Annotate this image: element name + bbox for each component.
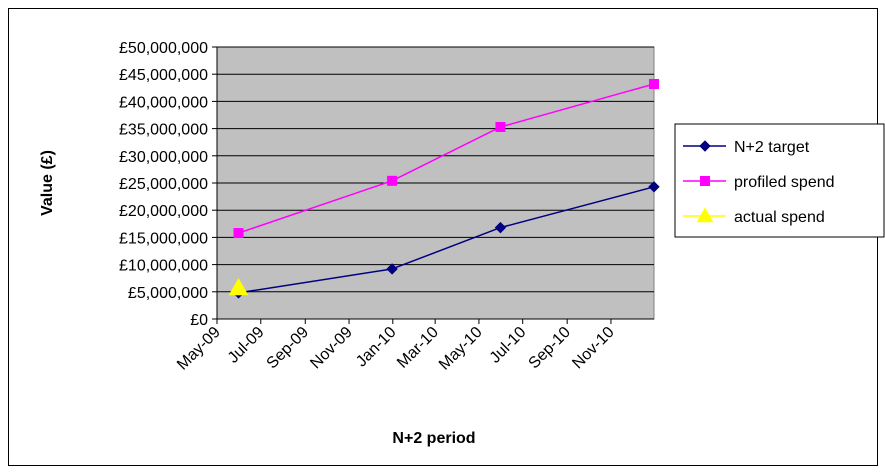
series-line	[238, 83, 655, 234]
x-tick-label: Jul-09	[225, 324, 268, 367]
x-axis-title: N+2 period	[392, 430, 475, 447]
y-tick-label: £30,000,000	[119, 149, 208, 166]
legend-label: N+2 target	[734, 139, 810, 156]
x-tick-label: Sep-10	[525, 324, 574, 373]
y-tick-label: £35,000,000	[119, 122, 208, 139]
y-tick-label: £5,000,000	[128, 285, 208, 302]
y-axis-title: Value (£)	[39, 150, 56, 216]
legend-label: actual spend	[734, 209, 825, 226]
y-tick-label: £0	[190, 312, 208, 329]
legend-label: profiled spend	[734, 174, 835, 191]
y-tick-label: £40,000,000	[119, 94, 208, 111]
y-tick-label: £45,000,000	[119, 67, 208, 84]
plot-layer: £0 £5,000,000 £10,000,000 £15,000,000 £20,00…	[119, 40, 660, 374]
marker-square	[700, 176, 710, 186]
marker-diamond	[699, 140, 711, 152]
x-tick-label: May-09	[174, 324, 224, 374]
x-tick-label: Jan-10	[353, 324, 400, 371]
y-tick-label: £10,000,000	[119, 258, 208, 275]
marker-triangle	[696, 207, 714, 223]
y-tick-label: £20,000,000	[119, 203, 208, 220]
legend: N+2 target profiled spend actual spend	[674, 123, 885, 238]
y-tick-label: £50,000,000	[119, 40, 208, 57]
y-tick-label: £25,000,000	[119, 176, 208, 193]
marker-triangle	[228, 277, 249, 296]
y-tick-label: £15,000,000	[119, 230, 208, 247]
marker-square	[649, 78, 659, 89]
marker-diamond	[386, 263, 398, 275]
x-tick-label: Jul-10	[487, 324, 530, 367]
x-tick-label: Sep-09	[264, 324, 313, 373]
marker-square	[495, 121, 506, 132]
x-tick-label: Nov-10	[569, 324, 618, 373]
series-line	[238, 186, 655, 294]
x-tick-label: Nov-09	[307, 324, 356, 373]
marker-square	[387, 175, 398, 186]
marker-diamond	[494, 221, 507, 234]
marker-diamond	[648, 181, 660, 193]
marker-square	[233, 228, 244, 239]
x-tick-label: May-10	[436, 324, 486, 374]
x-tick-label: Mar-10	[394, 324, 442, 372]
